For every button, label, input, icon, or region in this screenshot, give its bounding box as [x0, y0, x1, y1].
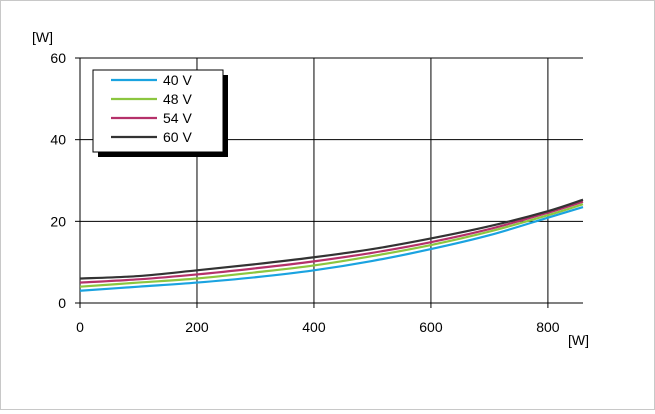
y-tick-label: 20	[50, 213, 66, 229]
series-line-40v	[79, 205, 584, 292]
legend-label: 60 V	[163, 129, 192, 145]
x-tick-label: 400	[302, 319, 326, 335]
series-line-60v	[79, 198, 584, 280]
legend: 40 V 48 V 54 V 60 V	[92, 69, 228, 157]
series-lines	[79, 198, 584, 292]
x-tick-label: 0	[76, 319, 84, 335]
y-axis-label: [W]	[32, 29, 53, 45]
y-tick-label: 40	[50, 132, 66, 148]
x-tick-label: 800	[536, 319, 560, 335]
series-line-54v	[79, 200, 584, 284]
series-line-48v	[79, 203, 584, 288]
x-axis-label: [W]	[568, 332, 589, 348]
x-tick-label: 600	[419, 319, 443, 335]
x-tick-label: 200	[185, 319, 209, 335]
legend-box	[92, 69, 224, 153]
y-tick-label: 60	[50, 50, 66, 66]
legend-label: 54 V	[163, 110, 192, 126]
y-tick-label: 0	[58, 295, 66, 311]
axes: 0 200 400 600 800 0 20 40 60	[50, 50, 583, 335]
legend-label: 48 V	[163, 91, 192, 107]
legend-label: 40 V	[163, 72, 192, 88]
